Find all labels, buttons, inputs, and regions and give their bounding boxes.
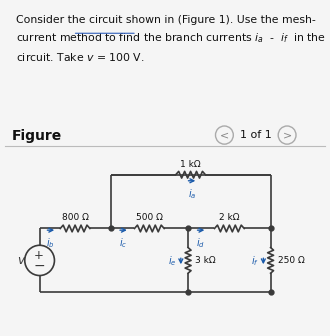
Text: $i_b$: $i_b$ (47, 236, 55, 250)
Text: +: + (34, 249, 44, 261)
Text: 3 kΩ: 3 kΩ (195, 256, 216, 265)
Text: $i_a$: $i_a$ (188, 187, 196, 201)
Text: −: − (33, 259, 45, 273)
Text: <: < (220, 130, 229, 140)
Text: >: > (282, 130, 292, 140)
Text: 1 of 1: 1 of 1 (240, 130, 272, 140)
Text: 800 Ω: 800 Ω (62, 213, 88, 222)
Text: 500 Ω: 500 Ω (136, 213, 163, 222)
Text: Figure: Figure (12, 129, 62, 143)
Text: $i_e$: $i_e$ (168, 254, 177, 268)
Text: 250 Ω: 250 Ω (278, 256, 305, 265)
Text: Consider the circuit shown in (Figure 1). Use the mesh-
current method to find t: Consider the circuit shown in (Figure 1)… (16, 14, 326, 63)
Text: $i_c$: $i_c$ (119, 236, 128, 250)
Text: 2 kΩ: 2 kΩ (219, 213, 240, 222)
Text: 1 kΩ: 1 kΩ (180, 160, 201, 169)
Text: $v$: $v$ (17, 254, 26, 267)
Text: $i_d$: $i_d$ (196, 236, 206, 250)
Text: $i_f$: $i_f$ (251, 254, 259, 268)
